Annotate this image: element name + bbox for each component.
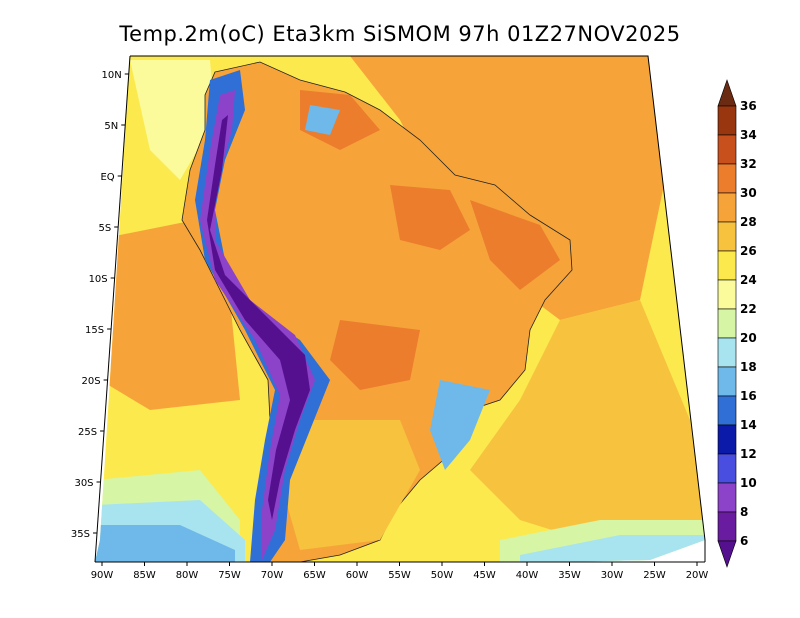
- map-frame-top: [130, 55, 706, 541]
- lon-tick-label: 85W: [133, 570, 156, 581]
- lon-tick-label: 65W: [303, 570, 326, 581]
- colorbar-label: 32: [740, 157, 757, 171]
- pacific-cool-band: [130, 60, 215, 180]
- lon-tick-label: 55W: [388, 570, 411, 581]
- map-frame-left: [94, 55, 131, 563]
- lon-tick-label: 80W: [176, 570, 199, 581]
- lat-tick-label: 5S: [98, 223, 111, 234]
- highland-cool-region: [305, 105, 340, 135]
- colorbar-swatch: [717, 279, 737, 310]
- colorbar-label: 6: [740, 534, 748, 548]
- colorbar-label: 18: [740, 360, 757, 374]
- andes-coldest-band: [207, 115, 310, 520]
- colorbar-swatch: [717, 453, 737, 484]
- lon-tick-label: 35W: [558, 570, 581, 581]
- colorbar-swatch: [717, 308, 737, 339]
- lon-tick-label: 50W: [431, 570, 454, 581]
- colorbar-label: 20: [740, 331, 757, 345]
- lon-tick-label: 60W: [346, 570, 369, 581]
- colorbar-label: 26: [740, 244, 757, 258]
- longitude-axis: 90W 85W 80W 75W 70W 65W 60W 55W 50W 45W 40W 35W 30W 2…: [91, 562, 709, 581]
- lat-tick-label: 10N: [102, 70, 122, 81]
- south-atlantic-cyan: [520, 535, 705, 562]
- colorbar-max-arrow: [717, 79, 737, 107]
- mild-region: [280, 420, 420, 550]
- colorbar-swatch: [717, 105, 737, 136]
- lat-tick-label: 20S: [82, 376, 101, 387]
- southern-ocean-blue: [95, 525, 235, 562]
- lat-tick-label: 10S: [89, 274, 108, 285]
- colorbar-swatch: [717, 337, 737, 368]
- colorbar-swatch: [717, 366, 737, 397]
- lon-tick-label: 30W: [601, 570, 624, 581]
- lat-tick-label: 35S: [71, 529, 90, 540]
- colorbar-label: 22: [740, 302, 757, 316]
- colorbar-label: 12: [740, 447, 757, 461]
- colorbar-swatch: [717, 221, 737, 252]
- colorbar-swatch: [717, 134, 737, 165]
- lon-tick-label: 40W: [516, 570, 539, 581]
- colorbar-swatch: [717, 424, 737, 455]
- hot-region: [470, 200, 560, 290]
- colorbar-swatch: [717, 395, 737, 426]
- lat-tick-label: 25S: [78, 427, 97, 438]
- colorbar-label: 10: [740, 476, 757, 490]
- colorbar-label: 14: [740, 418, 757, 432]
- hot-region: [330, 320, 420, 390]
- lat-tick-label: EQ: [100, 172, 114, 183]
- colorbar-label: 34: [740, 128, 757, 142]
- atlantic-cool-band: [470, 300, 705, 545]
- colorbar-label: 28: [740, 215, 757, 229]
- atlantic-warm-band: [350, 56, 665, 320]
- colorbar-label: 30: [740, 186, 757, 200]
- lon-tick-label: 20W: [686, 570, 709, 581]
- colorbar-swatch: [717, 163, 737, 194]
- colorbar-label: 36: [740, 99, 757, 113]
- hot-region: [300, 90, 380, 150]
- colorbar-swatch: [717, 482, 737, 513]
- chart-title: Temp.2m(oC) Eta3km SiSMOM 97h 01Z27NOV20…: [118, 22, 680, 46]
- lon-tick-label: 45W: [473, 570, 496, 581]
- lon-tick-label: 90W: [91, 570, 114, 581]
- colorbar-min-arrow: [717, 540, 737, 568]
- latitude-axis: 10N 5N EQ 5S 10S 15S 20S 25S 30S 35S: [71, 70, 129, 540]
- lon-tick-label: 70W: [261, 570, 284, 581]
- lat-tick-label: 30S: [74, 478, 93, 489]
- lon-tick-label: 75W: [218, 570, 241, 581]
- colorbar-label: 8: [740, 505, 748, 519]
- colorbar-swatch: [717, 192, 737, 223]
- colorbar-label: 24: [740, 273, 757, 287]
- map-area: [95, 56, 705, 562]
- pacific-warm-band: [95, 220, 240, 410]
- colorbar: 36 34 32 30 28 26 24 22 20 18 16 14 12 10 8 6: [717, 79, 757, 568]
- lon-tick-label: 25W: [643, 570, 666, 581]
- highland-cool-region: [430, 380, 490, 470]
- colorbar-label: 16: [740, 389, 757, 403]
- lat-tick-label: 15S: [85, 325, 104, 336]
- colorbar-swatch: [717, 250, 737, 281]
- lat-tick-label: 5N: [104, 121, 118, 132]
- hot-region: [390, 185, 470, 250]
- colorbar-swatch: [717, 511, 737, 542]
